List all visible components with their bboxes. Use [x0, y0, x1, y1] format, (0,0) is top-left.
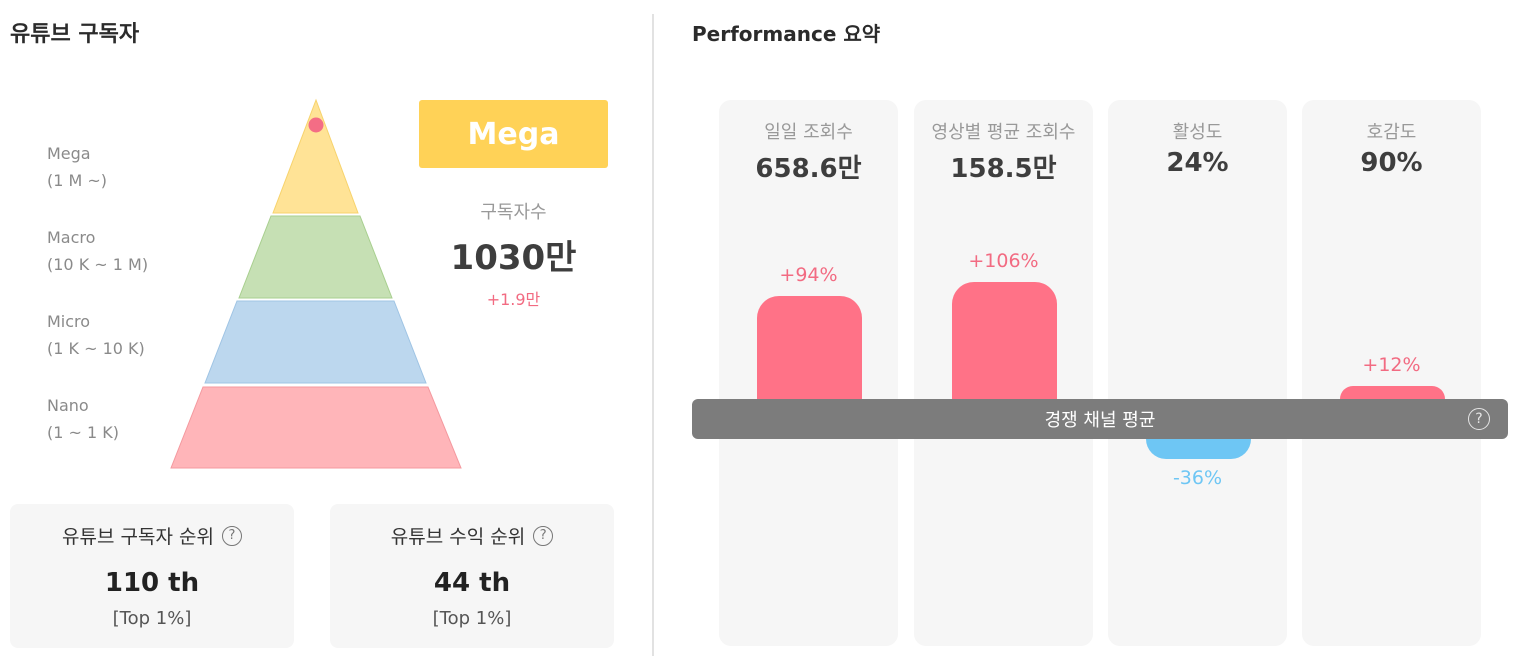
- tier-label-nano: Nano (1 ~ 1 K): [47, 396, 119, 442]
- help-icon[interactable]: ?: [221, 525, 242, 546]
- subscribers-count: 1030만: [450, 238, 577, 278]
- current-tier-badge: Mega: [419, 100, 608, 168]
- pyramid-tier-nano: [170, 386, 462, 469]
- tier-label-mega: Mega (1 M ~): [47, 144, 108, 190]
- pyramid-tier-mega: [272, 98, 359, 214]
- metric-change-label: +12%: [1362, 353, 1421, 376]
- subscriber-rank-percentile: [Top 1%]: [112, 608, 192, 629]
- pyramid-tier-macro: [238, 215, 393, 299]
- help-icon[interactable]: ?: [533, 525, 554, 546]
- metric-value: 158.5만: [950, 154, 1057, 184]
- tier-label-micro: Micro (1 K ~ 10 K): [47, 312, 145, 358]
- metric-change-bar: [1340, 385, 1445, 399]
- revenue-rank-value: 44 th: [433, 568, 511, 598]
- competitor-average-line: 경쟁 채널 평균 ?: [692, 399, 1508, 439]
- metric-label: 영상별 평균 조회수: [931, 122, 1076, 143]
- revenue-rank-card: 유튜브 수익 순위 ? 44 th [Top 1%]: [330, 504, 614, 648]
- subscriber-rank-card: 유튜브 구독자 순위 ? 110 th [Top 1%]: [10, 504, 294, 648]
- metric-card-avg-views: 영상별 평균 조회수 158.5만 +106%: [914, 100, 1093, 646]
- metric-card-likability: 호감도 90% +12%: [1302, 100, 1481, 646]
- help-icon[interactable]: ?: [1468, 408, 1490, 430]
- tier-pyramid: [170, 98, 462, 469]
- metric-label: 활성도: [1172, 122, 1223, 143]
- performance-section-title: Performance 요약: [692, 22, 881, 46]
- subscribers-section-title: 유튜브 구독자: [10, 22, 140, 47]
- metric-label: 호감도: [1366, 122, 1417, 143]
- tier-label-macro: Macro (10 K ~ 1 M): [47, 228, 149, 274]
- metric-value: 658.6만: [755, 154, 862, 184]
- metric-card-activity: 활성도 24% -36%: [1108, 100, 1287, 646]
- metric-card-daily-views: 일일 조회수 658.6만 +94%: [719, 100, 898, 646]
- subscriber-rank-value: 110 th: [104, 568, 200, 598]
- pyramid-tier-micro: [204, 300, 427, 384]
- metric-value: 24%: [1166, 148, 1229, 178]
- revenue-rank-title: 유튜브 수익 순위: [390, 526, 526, 548]
- metric-value: 90%: [1360, 148, 1423, 178]
- metric-change-label: -36%: [1172, 466, 1223, 489]
- subscriber-rank-title: 유튜브 구독자 순위: [62, 526, 214, 548]
- metric-change-label: +94%: [779, 263, 838, 286]
- subscribers-change: +1.9만: [486, 290, 541, 309]
- metric-label: 일일 조회수: [764, 122, 853, 143]
- section-divider: [652, 14, 654, 656]
- current-tier-marker: [308, 117, 324, 133]
- metric-change-bar: [952, 282, 1057, 399]
- subscribers-label: 구독자수: [480, 202, 547, 223]
- metric-change-label: +106%: [968, 250, 1039, 273]
- competitor-average-label: 경쟁 채널 평균: [1044, 410, 1156, 431]
- metric-change-bar: [757, 295, 862, 399]
- revenue-rank-percentile: [Top 1%]: [432, 608, 512, 629]
